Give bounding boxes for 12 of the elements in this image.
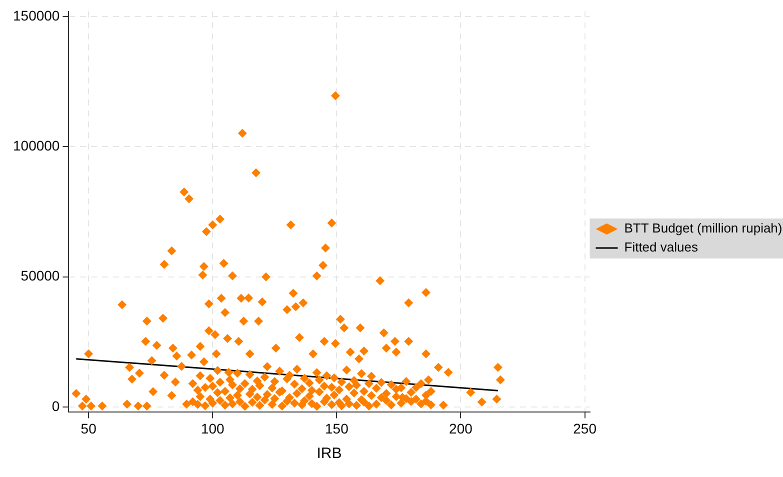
y-tick-label: 100000 (13, 138, 60, 154)
x-tick-label: 50 (80, 420, 97, 436)
y-tick-label: 50000 (20, 268, 60, 284)
legend-label: BTT Budget (million rupiah) (624, 220, 782, 236)
legend-label: Fitted values (624, 240, 698, 255)
x-tick-label: 200 (449, 420, 473, 436)
x-tick-label: 150 (324, 420, 349, 436)
x-axis-title: IRB (316, 445, 342, 462)
y-tick-label: 150000 (13, 7, 60, 24)
x-tick-label: 100 (200, 420, 225, 436)
y-tick-label: 0 (52, 398, 60, 414)
x-tick-label: 250 (573, 420, 597, 436)
